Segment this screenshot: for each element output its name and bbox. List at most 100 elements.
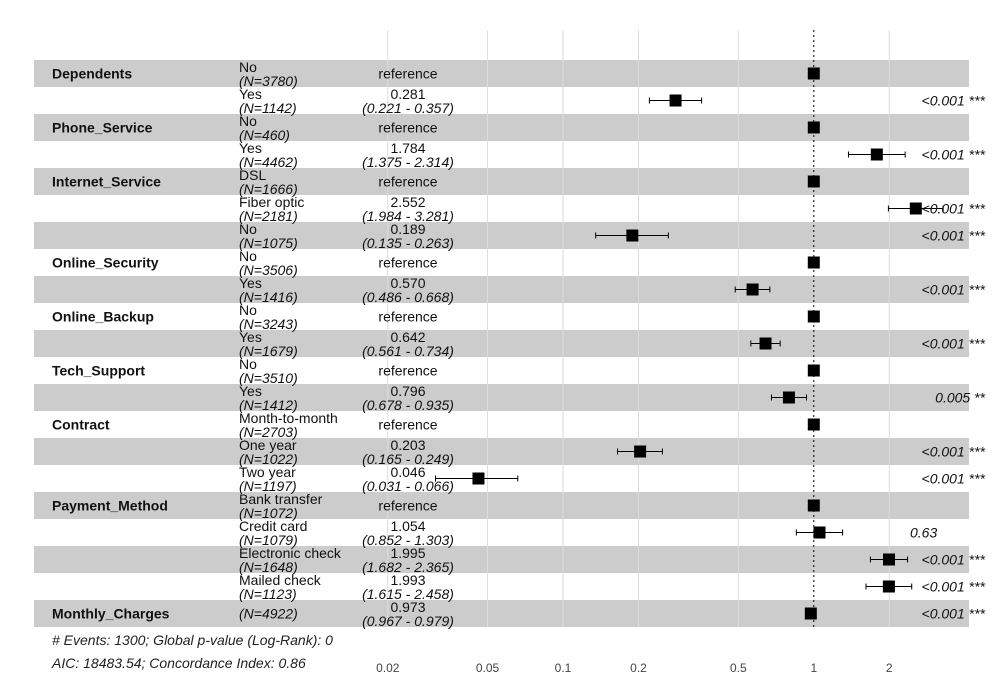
ci-label: (0.852 - 1.303) xyxy=(362,532,454,548)
variable-label: Internet_Service xyxy=(52,174,161,190)
variable-label: Contract xyxy=(52,417,110,433)
ci-label: (1.615 - 2.458) xyxy=(362,586,454,602)
row-stripe xyxy=(34,276,969,303)
level-label: No xyxy=(239,113,257,129)
ci-label: (1.682 - 2.365) xyxy=(362,559,454,575)
estimate-point xyxy=(807,499,820,512)
variable-label: Tech_Support xyxy=(52,363,145,379)
estimate-point xyxy=(626,229,639,242)
estimate-label: 2.552 xyxy=(390,194,425,210)
level-label: Yes xyxy=(239,140,262,156)
gridlines xyxy=(387,30,890,627)
estimate-label: 0.796 xyxy=(390,383,425,399)
x-tick-label: 1 xyxy=(810,661,817,675)
n-label: (N=1072) xyxy=(239,505,298,521)
p-values: <0.001 *** <0.001 *** <0.001 *** <0.001 ***… xyxy=(910,93,986,622)
p-value: <0.001 *** xyxy=(922,147,986,163)
estimate-label: 0.203 xyxy=(390,437,425,453)
ci-label: (0.678 - 0.935) xyxy=(362,397,454,413)
n-label: (N=4462) xyxy=(239,154,298,170)
estimate-point xyxy=(813,526,826,539)
ci-label: (1.984 - 3.281) xyxy=(362,208,454,224)
estimate-marks xyxy=(434,67,944,620)
p-value: <0.001 *** xyxy=(922,336,986,352)
footer-aic: AIC: 18483.54; Concordance Index: 0.86 xyxy=(52,655,306,671)
estimate-label: reference xyxy=(378,498,437,514)
level-label: No xyxy=(239,302,257,318)
level-label: Yes xyxy=(239,329,262,345)
variable-label: Phone_Service xyxy=(52,120,153,136)
ci-label: (0.165 - 0.249) xyxy=(362,451,454,467)
estimate-point xyxy=(669,94,682,107)
x-tick-label: 0.05 xyxy=(476,661,500,675)
n-label: (N=1197) xyxy=(239,478,297,494)
ci-label: (0.967 - 0.979) xyxy=(362,613,454,629)
level-label: DSL xyxy=(239,167,266,183)
variable-label: Online_Backup xyxy=(52,309,154,325)
estimate-point xyxy=(882,553,895,566)
p-value: <0.001 *** xyxy=(922,201,986,217)
estimate-label: reference xyxy=(378,363,437,379)
variable-label: Monthly_Charges xyxy=(52,606,170,622)
p-value: <0.001 *** xyxy=(922,228,986,244)
level-label: Bank transfer xyxy=(239,491,323,507)
p-value: <0.001 *** xyxy=(922,579,986,595)
estimate-point xyxy=(807,310,820,323)
level-label: No xyxy=(239,221,257,237)
estimate-label: 0.642 xyxy=(390,329,425,345)
estimate-point xyxy=(807,67,820,80)
estimate-point xyxy=(804,607,817,620)
estimate-point xyxy=(782,391,795,404)
level-label: Mailed check xyxy=(239,572,322,588)
estimate-label: reference xyxy=(378,66,437,82)
ci-label: (0.561 - 0.734) xyxy=(362,343,454,359)
p-value: <0.001 *** xyxy=(922,444,986,460)
estimate-label: 1.054 xyxy=(390,518,425,534)
n-label: (N=3506) xyxy=(239,262,298,278)
estimate-label: reference xyxy=(378,417,437,433)
level-label: No xyxy=(239,248,257,264)
ci-label: (0.135 - 0.263) xyxy=(362,235,454,251)
n-label: (N=1416) xyxy=(239,289,298,305)
n-label: (N=1412) xyxy=(239,397,298,413)
ci-label: (0.031 - 0.066) xyxy=(362,478,454,494)
estimate-label: 0.973 xyxy=(390,599,425,615)
row-stripe xyxy=(34,330,969,357)
n-label: (N=3780) xyxy=(239,73,298,89)
p-value: <0.001 *** xyxy=(922,552,986,568)
row-stripe xyxy=(34,168,969,195)
variable-label: Dependents xyxy=(52,66,132,82)
x-tick-label: 0.5 xyxy=(730,661,747,675)
n-label: (N=1079) xyxy=(239,532,298,548)
ci-label: (0.486 - 0.668) xyxy=(362,289,454,305)
estimate-label: 1.995 xyxy=(390,545,425,561)
row-stripe xyxy=(34,222,969,249)
level-label: Yes xyxy=(239,86,262,102)
n-label: (N=1142) xyxy=(239,100,297,116)
p-value: <0.001 *** xyxy=(922,93,986,109)
estimate-label: 0.189 xyxy=(390,221,425,237)
level-label: Month-to-month xyxy=(239,410,338,426)
estimate-label: reference xyxy=(378,120,437,136)
estimate-point xyxy=(807,418,820,431)
estimate-point xyxy=(807,256,820,269)
p-value: 0.63 xyxy=(910,525,937,541)
n-label: (N=2181) xyxy=(239,208,298,224)
row-stripe xyxy=(34,492,969,519)
level-label: Yes xyxy=(239,383,262,399)
n-label: (N=1022) xyxy=(239,451,298,467)
x-tick-label: 0.02 xyxy=(376,661,400,675)
estimate-point xyxy=(759,337,772,350)
variable-label: Payment_Method xyxy=(52,498,168,514)
level-label: Fiber optic xyxy=(239,194,304,210)
n-label: (N=3243) xyxy=(239,316,298,332)
estimate-label: reference xyxy=(378,174,437,190)
row-stripe xyxy=(34,114,969,141)
estimate-point xyxy=(870,148,883,161)
row-stripe xyxy=(34,438,969,465)
ci-label: (0.221 - 0.357) xyxy=(362,100,454,116)
n-label: (N=1075) xyxy=(239,235,298,251)
estimate-point xyxy=(909,202,922,215)
n-label: (N=1679) xyxy=(239,343,298,359)
estimate-point xyxy=(807,175,820,188)
